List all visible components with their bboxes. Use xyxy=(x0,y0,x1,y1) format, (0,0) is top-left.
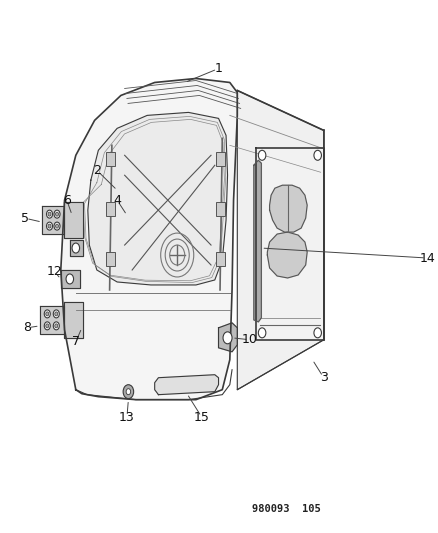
Circle shape xyxy=(55,312,58,316)
Circle shape xyxy=(48,212,51,216)
Bar xyxy=(215,152,224,166)
Circle shape xyxy=(44,310,50,318)
Text: 14: 14 xyxy=(419,252,434,264)
Text: 2: 2 xyxy=(93,164,101,177)
Circle shape xyxy=(258,150,265,160)
Circle shape xyxy=(46,312,49,316)
Bar xyxy=(215,202,224,216)
Circle shape xyxy=(48,224,51,228)
Polygon shape xyxy=(60,270,79,288)
Circle shape xyxy=(126,389,131,394)
Circle shape xyxy=(123,385,133,399)
Text: 7: 7 xyxy=(72,335,80,348)
Polygon shape xyxy=(40,306,64,334)
Polygon shape xyxy=(237,91,323,390)
Circle shape xyxy=(55,324,58,328)
Bar xyxy=(106,202,115,216)
Circle shape xyxy=(53,310,59,318)
Bar xyxy=(106,252,115,266)
Polygon shape xyxy=(269,185,307,232)
Circle shape xyxy=(72,243,79,253)
Polygon shape xyxy=(154,375,218,394)
Polygon shape xyxy=(64,302,83,338)
Polygon shape xyxy=(88,112,227,285)
Text: 6: 6 xyxy=(63,193,71,207)
Polygon shape xyxy=(255,148,323,340)
Text: 13: 13 xyxy=(119,411,134,424)
Text: 10: 10 xyxy=(242,333,258,346)
Text: 3: 3 xyxy=(319,371,327,384)
Bar xyxy=(215,252,224,266)
Text: 15: 15 xyxy=(194,411,209,424)
Circle shape xyxy=(66,274,74,284)
Circle shape xyxy=(44,322,50,330)
Circle shape xyxy=(55,224,58,228)
Circle shape xyxy=(46,222,53,230)
Circle shape xyxy=(258,328,265,338)
Text: 5: 5 xyxy=(21,212,28,224)
Text: 4: 4 xyxy=(113,193,121,207)
Circle shape xyxy=(54,222,60,230)
Circle shape xyxy=(46,210,53,218)
Text: 980093  105: 980093 105 xyxy=(251,504,320,514)
Circle shape xyxy=(313,150,321,160)
Polygon shape xyxy=(70,240,83,256)
Circle shape xyxy=(53,322,59,330)
Text: 1: 1 xyxy=(214,62,222,75)
Circle shape xyxy=(313,328,321,338)
Circle shape xyxy=(223,332,232,344)
Polygon shape xyxy=(253,160,261,322)
Circle shape xyxy=(54,210,60,218)
Text: 12: 12 xyxy=(47,265,63,278)
Polygon shape xyxy=(267,232,307,278)
Circle shape xyxy=(46,324,49,328)
Polygon shape xyxy=(42,206,64,234)
Polygon shape xyxy=(218,323,237,352)
Text: 8: 8 xyxy=(23,321,31,334)
Polygon shape xyxy=(60,78,237,400)
Polygon shape xyxy=(64,202,83,238)
Circle shape xyxy=(55,212,58,216)
Bar xyxy=(106,152,115,166)
